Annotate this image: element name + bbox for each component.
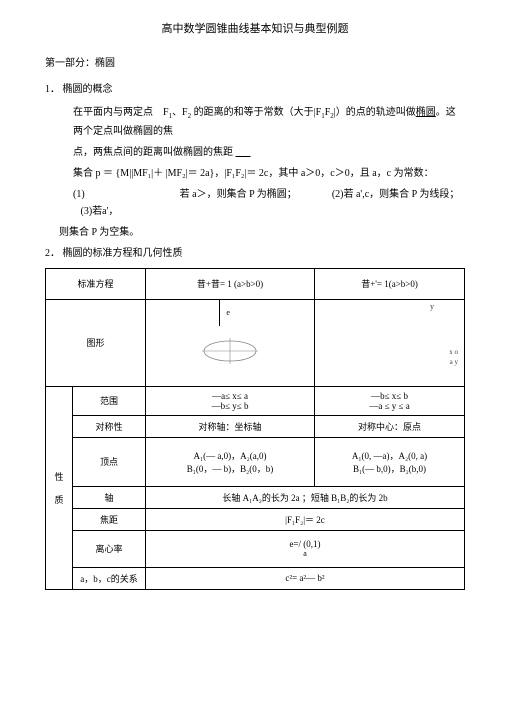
cell-symmetry-1: 对称轴：坐标轴 [146, 415, 315, 437]
item-2-title: 椭圆的标准方程和几何性质 [63, 248, 183, 259]
cell-eq-2: 昔+'= 1(a>b>0) [315, 268, 465, 299]
label-ay: a y [450, 358, 458, 366]
t: (2)若 a',c，则集合 P 为线段； [332, 189, 460, 200]
cell-range-label: 范围 [73, 386, 146, 415]
item-1-p1: 在平面内与两定点 F1、F2 的距离的和等于常数（大于|F1F2|）的点的轨迹叫… [73, 104, 465, 140]
cell-range-1: —a≤ x≤ a —b≤ y≤ b [146, 386, 315, 415]
label-xo: x o [449, 348, 458, 356]
t: —a≤ x≤ a [152, 391, 308, 401]
cell-axis-val: 长轴 A₁A₂的长为 2a ；短轴 B₁B₂的长为 2b [146, 486, 465, 508]
cell-ecc-label: 离心率 [73, 530, 146, 567]
cell-symmetry-label: 对称性 [73, 415, 146, 437]
t: 、F [172, 107, 188, 118]
t: 椭圆 [416, 107, 436, 118]
t: (1) [73, 189, 85, 200]
cell-vertex-label: 顶点 [73, 437, 146, 486]
item-2-num: 2． [45, 248, 60, 259]
cell-ecc-val: e=/ (0,1) a [146, 530, 465, 567]
ellipse-shape-icon [200, 336, 260, 366]
cell-range-2: —b≤ x≤ b —a ≤ y ≤ a [315, 386, 465, 415]
cell-vertex-1: A₁(— a,0)，A₂(a,0) B₁(0，— b)，B₂(0，b) [146, 437, 315, 486]
cell-vertex-2: A₁(0, —a)，A₂(0, a) B₁(— b,0)，B₂(b,0) [315, 437, 465, 486]
doc-title: 高中数学圆锥曲线基本知识与典型例题 [45, 20, 465, 36]
properties-table: 标准方程 昔+昔= 1 (a>b>0) 昔+'= 1(a>b>0) 图形 e y… [45, 268, 465, 590]
cell-properties-label: 性质 [46, 386, 73, 589]
cell-graph-2: y x o a y [315, 299, 465, 386]
t: |）的点的轨迹叫做 [334, 107, 416, 118]
item-1: 1． 椭圆的概念 [45, 81, 465, 98]
item-2: 2． 椭圆的标准方程和几何性质 [45, 245, 465, 262]
t: A₁(0, —a)，A₂(0, a) [321, 449, 458, 462]
t: —b≤ y≤ b [152, 401, 308, 411]
item-1-p2: 点，两焦点间的距离叫做椭圆的焦距 [73, 144, 465, 161]
item-1-p5: 则集合 P 为空集。 [59, 224, 465, 241]
item-1-p4: (1) 若 a＞，则集合 P 为椭圆； (2)若 a',c，则集合 P 为线段；… [73, 186, 465, 220]
cell-graph-label: 图形 [46, 299, 146, 386]
cell-focal-label: 焦距 [73, 508, 146, 530]
cell-graph-1 [146, 326, 315, 387]
t: (3)若a'， [81, 206, 119, 217]
t: —b≤ x≤ b [321, 391, 458, 401]
label-e: e [226, 308, 308, 317]
label-y: y [430, 302, 434, 311]
t: a [152, 549, 458, 558]
cell-symmetry-2: 对称中心：原点 [315, 415, 465, 437]
t: A₁(— a,0)，A₂(a,0) [152, 449, 308, 462]
part-title: 第一部分：椭圆 [45, 54, 465, 69]
t: B₁(— b,0)，B₂(b,0) [321, 462, 458, 475]
item-1-num: 1． [45, 84, 60, 95]
cell-axis-label: 轴 [73, 486, 146, 508]
cell-focal-val: |F₁F₂|＝ 2c [146, 508, 465, 530]
t: —a ≤ y ≤ a [321, 401, 458, 411]
cell-graph-1-top-r: e [220, 299, 315, 326]
cell-std-eq-label: 标准方程 [46, 268, 146, 299]
t: e=/ (0,1) [152, 539, 458, 549]
item-1-title: 椭圆的概念 [63, 84, 113, 95]
cell-graph-1-top [146, 299, 220, 326]
page: 高中数学圆锥曲线基本知识与典型例题 第一部分：椭圆 1． 椭圆的概念 在平面内与… [0, 0, 505, 610]
t: B₁(0，— b)，B₂(0，b) [152, 462, 308, 475]
t: 若 a＞，则集合 P 为椭圆； [180, 189, 297, 200]
cell-eq-1: 昔+昔= 1 (a>b>0) [146, 268, 315, 299]
cell-abc-val: c²= a²— b² [146, 567, 465, 589]
t: 点，两焦点间的距离叫做椭圆的焦距 [73, 147, 233, 158]
cell-abc-label: a，b，c的关系 [73, 567, 146, 589]
t: 的距离的和等于常数（大于|F [191, 107, 321, 118]
item-1-p3: 集合 p ＝ {M||MF₁|＋ |MF₂|＝ 2a}，|F₁F₂|＝ 2c，其… [73, 165, 465, 182]
t: 在平面内与两定点 F [73, 107, 169, 118]
